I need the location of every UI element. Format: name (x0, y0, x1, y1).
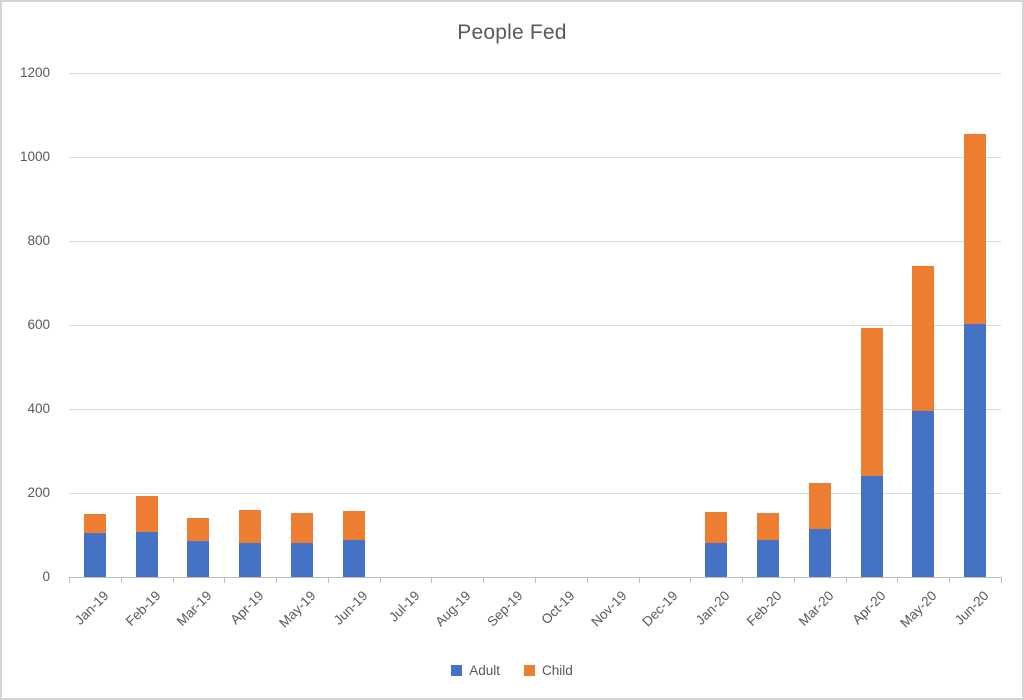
gridline-200 (69, 493, 1001, 494)
x-axis-tick (586, 577, 588, 583)
x-axis-tick (793, 577, 795, 583)
x-axis-tick (379, 577, 381, 583)
x-axis-tick (69, 577, 70, 583)
adult-series-swatch-icon (451, 665, 463, 676)
y-axis-tick-label: 0 (42, 569, 50, 584)
bar-segment-child-jan-20[interactable] (705, 512, 728, 543)
gridline-1200 (69, 73, 1001, 74)
chart-title: People Fed (457, 21, 567, 44)
gridline-400 (69, 409, 1001, 410)
x-axis-tick (535, 577, 536, 583)
bar-segment-child-jun-20[interactable] (964, 134, 987, 325)
x-axis-tick (742, 577, 744, 583)
legend-item-child[interactable]: Child (524, 663, 573, 678)
bar-segment-adult-may-19[interactable] (291, 543, 313, 577)
bar-segment-adult-jan-20[interactable] (705, 542, 728, 577)
bar-segment-child-feb-19[interactable] (135, 495, 158, 533)
x-axis-tick (897, 577, 899, 583)
x-axis-tick (483, 577, 485, 583)
gridline-600 (69, 325, 1001, 326)
legend-item-adult[interactable]: Adult (451, 663, 500, 678)
x-axis-tick (327, 577, 329, 583)
x-axis-tick (224, 577, 226, 583)
y-axis-tick-label: 1200 (19, 65, 50, 80)
x-axis-tick (845, 577, 847, 583)
y-axis-tick-label: 800 (27, 233, 50, 248)
bar-segment-adult-jan-19[interactable] (83, 532, 106, 577)
y-axis-tick-label: 1000 (19, 149, 50, 164)
bar-segment-child-jan-19[interactable] (83, 513, 106, 533)
child-series-swatch-icon (524, 665, 535, 676)
x-axis-tick (431, 577, 433, 583)
y-axis-tick-label: 600 (27, 317, 50, 332)
bar-segment-child-feb-20[interactable] (757, 513, 779, 541)
x-axis-tick (638, 577, 640, 583)
y-axis-tick-label: 400 (27, 401, 50, 416)
bar-segment-child-mar-19[interactable] (187, 518, 210, 542)
bar-segment-adult-mar-20[interactable] (808, 528, 831, 577)
bar-segment-adult-apr-19[interactable] (239, 542, 262, 577)
bar-segment-adult-feb-20[interactable] (757, 540, 779, 577)
bar-segment-child-may-20[interactable] (912, 266, 935, 412)
x-axis-tick (172, 577, 174, 583)
gridline-800 (69, 241, 1001, 242)
x-axis-tick (690, 577, 692, 583)
bar-segment-adult-jun-19[interactable] (342, 540, 365, 577)
legend-label-adult: Adult (469, 663, 500, 678)
bar-segment-adult-feb-19[interactable] (135, 532, 158, 577)
bar-segment-adult-may-20[interactable] (912, 411, 935, 577)
gridline-1000 (69, 157, 1001, 158)
bar-segment-adult-mar-19[interactable] (187, 541, 210, 577)
bar-segment-child-jun-19[interactable] (342, 510, 365, 541)
bar-segment-adult-apr-20[interactable] (860, 476, 883, 577)
legend-label-child: Child (542, 663, 573, 678)
x-axis-tick (120, 577, 122, 583)
bar-segment-adult-jun-20[interactable] (964, 324, 987, 577)
bar-segment-child-apr-20[interactable] (860, 328, 883, 477)
legend: Adult Child (2, 663, 1022, 678)
y-axis-tick-label: 200 (27, 485, 50, 500)
bar-segment-child-mar-20[interactable] (808, 482, 831, 529)
bar-segment-child-may-19[interactable] (291, 512, 313, 544)
x-axis-tick (949, 577, 951, 583)
x-axis-tick (276, 577, 278, 583)
bar-segment-child-apr-19[interactable] (239, 509, 262, 543)
x-axis-tick (1001, 577, 1002, 583)
